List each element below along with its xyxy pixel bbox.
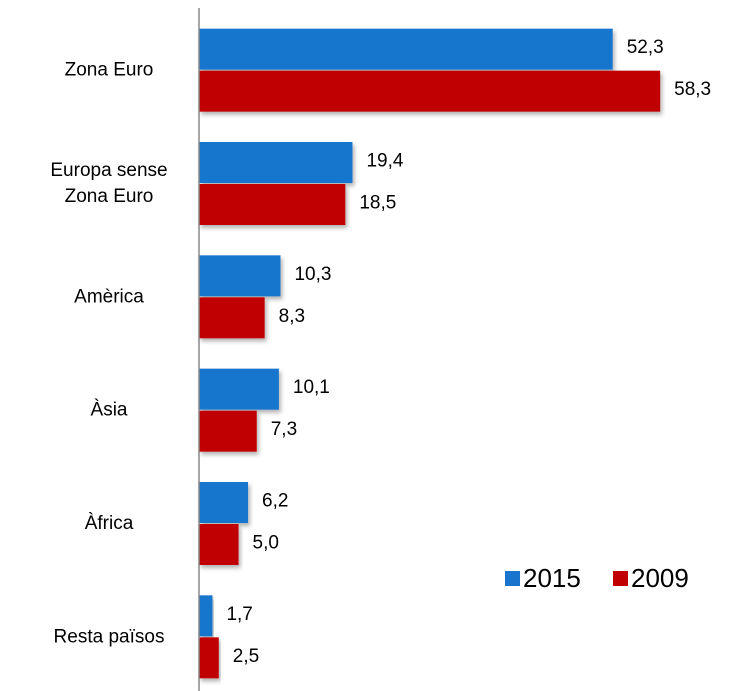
bar	[199, 142, 353, 183]
data-label: 18,5	[359, 193, 396, 214]
y-tick-label: Amèrica	[74, 286, 144, 307]
data-label: 8,3	[279, 306, 305, 327]
data-label: 6,2	[262, 491, 288, 512]
data-label: 1,7	[226, 604, 252, 625]
data-label: 2,5	[233, 646, 259, 667]
data-label: 52,3	[627, 37, 664, 58]
bar	[199, 482, 249, 523]
bar	[199, 28, 613, 70]
legend-label: 2015	[523, 563, 581, 593]
bar	[199, 410, 257, 452]
data-label: 58,3	[674, 79, 711, 100]
bar	[199, 368, 279, 410]
y-tick-label: Àfrica	[85, 513, 134, 534]
legend-swatch	[613, 571, 628, 586]
y-tick-label: Zona Euro	[65, 60, 154, 81]
bar	[199, 184, 346, 225]
y-tick-label: Àsia	[91, 400, 128, 421]
bar	[199, 524, 239, 565]
legend-label: 2009	[631, 563, 689, 593]
y-tick-label: Resta països	[54, 626, 165, 647]
bar	[199, 255, 281, 297]
data-label: 19,4	[366, 151, 403, 172]
data-label: 5,0	[253, 533, 279, 554]
y-tick-label: Europa sense Zona Euro	[50, 160, 167, 207]
bar	[199, 297, 265, 339]
bar	[199, 595, 213, 637]
data-label: 7,3	[271, 419, 297, 440]
data-label: 10,1	[293, 377, 330, 398]
bar	[199, 637, 219, 679]
bar	[199, 70, 661, 112]
data-label: 10,3	[294, 264, 331, 285]
legend-swatch	[505, 571, 520, 586]
